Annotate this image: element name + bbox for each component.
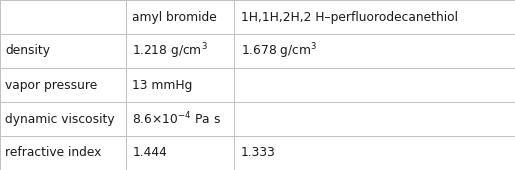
Text: 1.333: 1.333 [241,147,276,159]
Text: amyl bromide: amyl bromide [132,11,217,23]
Text: refractive index: refractive index [5,147,101,159]
Text: $8.6{\times}10^{-4}$ Pa s: $8.6{\times}10^{-4}$ Pa s [132,111,221,127]
Text: 13 mmHg: 13 mmHg [132,79,193,91]
Text: dynamic viscosity: dynamic viscosity [5,113,115,125]
Text: 1.444: 1.444 [132,147,167,159]
Text: 1H,1H,2H,2 H–perfluorodecanethiol: 1H,1H,2H,2 H–perfluorodecanethiol [241,11,457,23]
Text: 1.218 g/cm$^3$: 1.218 g/cm$^3$ [132,41,208,61]
Text: vapor pressure: vapor pressure [5,79,97,91]
Text: density: density [5,45,50,57]
Text: 1.678 g/cm$^3$: 1.678 g/cm$^3$ [241,41,317,61]
